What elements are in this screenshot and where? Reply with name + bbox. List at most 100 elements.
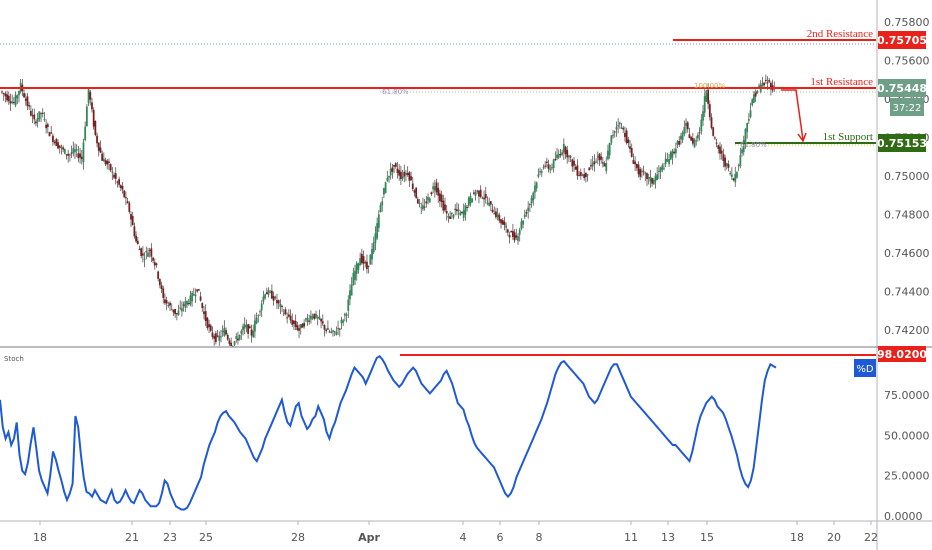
stoch-pane: Stoch 98.0200 %D 75.0000 50.0000 25.0000 0.… <box>0 346 930 523</box>
time-tick-label: 13 <box>661 531 675 544</box>
candle-down <box>423 206 426 208</box>
time-tick-label: 22 <box>864 531 878 544</box>
candle-up <box>143 258 146 260</box>
candle-down <box>715 142 718 144</box>
candle-down <box>211 332 214 337</box>
candle-down <box>148 250 151 252</box>
candle-down <box>157 271 160 279</box>
candle-up <box>418 203 421 205</box>
candle-down <box>338 328 341 330</box>
candle-down <box>208 324 210 328</box>
price-tick-label: 0.74400 <box>884 286 930 299</box>
candle-down <box>719 146 721 154</box>
candle-up <box>184 301 187 308</box>
candle-up <box>377 214 380 228</box>
candle-down <box>437 187 440 196</box>
candle-up <box>68 154 71 156</box>
candle-up <box>254 320 256 332</box>
time-tick-label: 21 <box>125 531 139 544</box>
candle-down <box>94 120 97 136</box>
candle-up <box>369 254 372 265</box>
stoch-tick-label: 0.0000 <box>884 510 923 523</box>
candle-up <box>647 177 650 179</box>
candle-down <box>625 130 628 144</box>
candle-down <box>141 253 144 256</box>
candle-up <box>703 95 706 113</box>
candle-down <box>393 165 395 167</box>
candle-up <box>36 118 39 122</box>
candle-down <box>24 98 27 101</box>
stoch-tick-label: 25.0000 <box>884 470 930 483</box>
time-tick-label: 6 <box>497 531 504 544</box>
candle-up <box>685 122 687 127</box>
countdown-label: 37:22 <box>893 103 922 114</box>
candle-up <box>306 318 309 322</box>
stoch-price-badge <box>878 346 926 362</box>
candle-up <box>192 294 195 296</box>
candle-down <box>713 137 716 139</box>
time-tick-label: 11 <box>624 531 638 544</box>
candle-up <box>299 324 302 329</box>
candle-up <box>481 197 484 199</box>
candle-down <box>9 101 12 104</box>
candle-down <box>114 173 117 179</box>
candle-up <box>243 324 246 329</box>
candle-down <box>639 169 642 177</box>
candle-down <box>121 186 124 190</box>
candle-down <box>46 124 49 127</box>
candle-up <box>304 318 307 320</box>
candle-down <box>698 132 701 134</box>
candle-down <box>545 161 548 164</box>
candle-down <box>225 330 227 335</box>
candle-down <box>632 159 635 164</box>
candle-down <box>158 279 161 286</box>
candle-down <box>489 201 492 205</box>
candle-down <box>286 317 289 319</box>
time-tick-label: 20 <box>827 531 841 544</box>
candle-up <box>269 291 272 293</box>
candle-down <box>140 248 143 257</box>
candle-down <box>130 214 132 220</box>
candle-up <box>274 296 277 299</box>
candle-up <box>345 314 348 316</box>
candle-up <box>357 263 360 270</box>
candle-down <box>574 166 577 170</box>
time-tick-labels: 18 21 23 25 28 Apr 4 6 8 11 13 15 18 20 22 <box>33 521 878 544</box>
candle-down <box>109 164 112 171</box>
candle-up <box>189 295 192 305</box>
candle-up <box>520 221 523 229</box>
stoch-tick-label: 75.0000 <box>884 389 930 402</box>
candle-up <box>457 209 460 212</box>
candle-up <box>349 290 351 300</box>
candle-down <box>323 325 326 330</box>
candle-down <box>199 296 202 301</box>
candle-up <box>14 94 17 106</box>
candle-down <box>79 153 81 158</box>
candle-up <box>177 310 180 316</box>
candle-down <box>291 319 294 325</box>
candle-up <box>595 161 597 163</box>
candle-up <box>617 125 620 127</box>
candle-up <box>530 198 533 204</box>
candle-down <box>478 190 480 197</box>
candle-up <box>259 311 261 313</box>
candle-up <box>43 118 46 120</box>
candle-down <box>690 136 693 141</box>
candle-down <box>187 303 190 305</box>
candle-down <box>265 292 268 295</box>
candle-down <box>506 229 509 233</box>
stoch-legend-badge[interactable] <box>854 359 876 377</box>
candle-up <box>517 236 519 241</box>
candle-down <box>479 189 482 197</box>
price-badge-2nd-resistance-label: 0.75705 <box>877 34 927 47</box>
candle-down <box>483 197 485 200</box>
candle-down <box>62 147 65 150</box>
candle-down <box>394 163 397 167</box>
candle-down <box>276 300 278 304</box>
candle-up <box>75 149 78 151</box>
candle-down <box>313 313 316 319</box>
price-tick-label: 0.75600 <box>884 55 930 68</box>
candle-down <box>320 318 323 322</box>
candle-up <box>528 203 531 205</box>
candle-down <box>57 142 59 149</box>
